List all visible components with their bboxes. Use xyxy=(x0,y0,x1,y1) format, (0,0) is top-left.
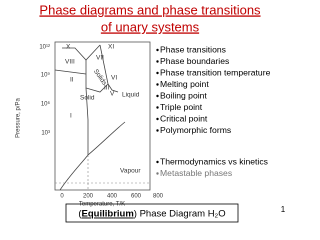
phase-boundary xyxy=(62,44,101,61)
caption-part: ( xyxy=(78,208,82,219)
bullet-text: Melting point xyxy=(160,79,209,89)
region-label: X xyxy=(66,44,71,51)
x-tick-label: 600 xyxy=(131,194,142,200)
region-label: XI xyxy=(108,44,114,51)
region-label: I xyxy=(70,113,72,120)
phase-boundary xyxy=(87,121,126,156)
phase-boundary xyxy=(85,87,89,155)
page-number: 1 xyxy=(281,205,286,214)
region-label: III xyxy=(104,85,110,92)
x-tick-label: 800 xyxy=(153,194,164,200)
region-label: VIII xyxy=(65,59,75,66)
y-tick-label: 10³ xyxy=(41,131,50,137)
bullet-dot xyxy=(156,71,159,75)
bullet-text: Thermodynamics vs kinetics xyxy=(160,156,268,166)
bullet-text: Phase boundaries xyxy=(160,56,229,66)
phase-boundary xyxy=(54,69,87,75)
bullet-text: Polymorphic forms xyxy=(160,125,231,135)
bullet-dot xyxy=(156,94,159,98)
x-axis-label: Temperature, T/K xyxy=(79,202,125,208)
region-label: II xyxy=(70,77,74,84)
phase-diagram: Pressure, p/Pa Temperature, T/K xyxy=(16,41,151,208)
region-label: Vapour xyxy=(120,168,141,175)
region-label: V xyxy=(110,91,115,98)
bullet-dot xyxy=(156,129,159,132)
caption: (Equilibrium) Phase Diagram H₂O xyxy=(78,208,225,219)
y-tick-label: 10⁹ xyxy=(41,72,51,79)
bullet-dot xyxy=(156,60,159,63)
phase-boundary xyxy=(99,44,119,93)
bullet-dot xyxy=(156,172,159,175)
title-line: of unary systems xyxy=(101,19,200,34)
x-tick-label: 0 xyxy=(60,194,64,200)
x-tick-label: 200 xyxy=(83,194,94,200)
bullet-text: Critical point xyxy=(160,113,208,123)
x-tick-label: 400 xyxy=(107,194,118,200)
bullet-dot xyxy=(156,160,159,164)
region-label: Liquid xyxy=(122,92,140,99)
bullet-dot xyxy=(156,106,159,109)
caption-part: ) Phase Diagram H₂O xyxy=(134,208,226,219)
region-label: VI xyxy=(111,75,117,82)
bullet-dot xyxy=(156,83,159,86)
slide: Phase diagrams and phase transitions of … xyxy=(16,2,286,223)
bullet-dot xyxy=(156,48,159,52)
caption-box xyxy=(65,203,239,223)
bullet-text: Phase transition temperature xyxy=(160,67,271,77)
region-label: VII xyxy=(96,55,104,62)
bullet-text: Metastable phases xyxy=(160,168,232,178)
bullet-text: Triple point xyxy=(160,102,203,112)
region-label: Solid xyxy=(80,95,95,102)
bullet-text: Phase transitions xyxy=(160,44,226,54)
bullet-dot xyxy=(156,117,159,121)
y-tick-label: 10⁶ xyxy=(41,101,51,108)
plot-frame xyxy=(54,41,151,191)
y-tick-label: 10¹² xyxy=(39,45,50,51)
caption-emphasis: Equilibrium xyxy=(82,208,134,219)
y-axis-label: Pressure, p/Pa xyxy=(16,97,22,137)
bullet-text: Boiling point xyxy=(160,90,207,100)
title-line: Phase diagrams and phase transitions xyxy=(39,2,261,17)
phase-boundary xyxy=(59,154,89,191)
